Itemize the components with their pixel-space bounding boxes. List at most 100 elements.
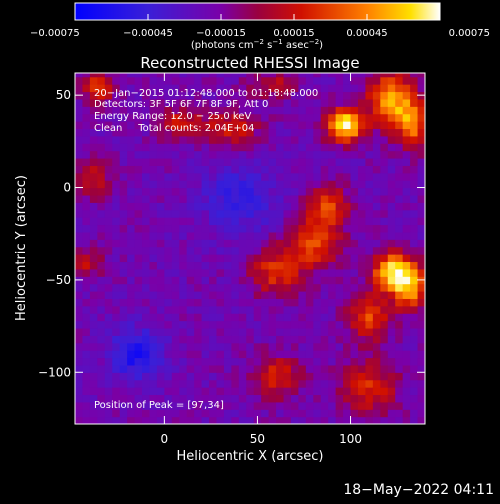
heatmap-cell (365, 320, 374, 329)
heatmap-cell (305, 372, 314, 381)
heatmap-cell (357, 327, 367, 336)
heatmap-cell (223, 157, 232, 166)
heatmap-cell (119, 261, 128, 270)
heatmap-cell (253, 128, 262, 137)
heatmap-cell (104, 320, 113, 329)
heatmap-cell (201, 194, 210, 203)
heatmap-cell (75, 239, 84, 248)
heatmap-cell (104, 372, 113, 381)
heatmap-cell (186, 202, 195, 211)
heatmap-cell (283, 76, 292, 85)
heatmap-cell (343, 276, 352, 285)
heatmap-cell (209, 84, 218, 93)
heatmap-cell (209, 327, 218, 336)
heatmap-cell (290, 180, 300, 189)
heatmap-cell (209, 387, 218, 396)
heatmap-cell (127, 416, 136, 424)
heatmap-cell (164, 379, 173, 388)
heatmap-cell (365, 150, 374, 159)
heatmap-cell (335, 357, 344, 366)
heatmap-cell (223, 73, 232, 78)
heatmap-cell (357, 180, 367, 189)
heatmap-cell (387, 202, 396, 211)
heatmap-cell (313, 121, 322, 130)
heatmap-cell (298, 76, 307, 85)
heatmap-cell (179, 379, 188, 388)
heatmap-cell (104, 91, 113, 100)
heatmap-cell (238, 91, 247, 100)
heatmap-cell (156, 298, 165, 307)
heatmap-cell (216, 320, 225, 329)
heatmap-cell (231, 401, 240, 410)
heatmap-cell (343, 290, 352, 299)
heatmap-cell (365, 342, 374, 351)
heatmap-cell (357, 283, 367, 292)
heatmap-cell (253, 224, 262, 233)
heatmap-cell (119, 239, 128, 248)
heatmap-cell (268, 364, 277, 373)
heatmap-cell (156, 246, 165, 255)
heatmap-cell (268, 254, 277, 263)
heatmap-cell (97, 342, 106, 351)
heatmap-cell (156, 283, 165, 292)
heatmap-cell (149, 372, 158, 381)
heatmap-cell (395, 268, 404, 277)
heatmap-cell (268, 73, 277, 78)
heatmap-cell (328, 357, 337, 366)
heatmap-cell (335, 283, 344, 292)
heatmap-cell (201, 290, 210, 299)
heatmap-cell (417, 84, 425, 93)
heatmap-cell (313, 143, 322, 152)
heatmap-cell (171, 121, 180, 130)
heatmap-cell (89, 379, 98, 388)
heatmap-cell (335, 298, 344, 307)
heatmap-cell (179, 357, 188, 366)
heatmap-cell (350, 172, 359, 181)
heatmap-cell (142, 357, 151, 366)
heatmap-cell (365, 416, 374, 424)
heatmap-cell (89, 350, 98, 359)
heatmap-cell (186, 187, 195, 196)
heatmap-cell (410, 76, 419, 85)
heatmap-cell (171, 98, 180, 107)
heatmap-cell (335, 254, 344, 263)
heatmap-cell (372, 327, 381, 336)
heatmap-cell (313, 246, 322, 255)
heatmap-cell (328, 194, 337, 203)
heatmap-cell (402, 121, 411, 130)
heatmap-cell (328, 113, 337, 122)
heatmap-cell (104, 313, 113, 322)
heatmap-cell (365, 327, 374, 336)
heatmap-cell (112, 91, 121, 100)
heatmap-cell (223, 342, 232, 351)
heatmap-cell (127, 121, 136, 130)
heatmap-cell (253, 401, 262, 410)
heatmap-cell (365, 121, 374, 130)
heatmap-cell (179, 165, 188, 174)
heatmap-cell (357, 276, 367, 285)
heatmap-cell (97, 202, 106, 211)
heatmap-cell (261, 261, 270, 270)
heatmap-cell (82, 91, 91, 100)
heatmap-cell (380, 143, 389, 152)
heatmap-cell (276, 387, 285, 396)
heatmap-cell (313, 313, 322, 322)
heatmap-cell (276, 305, 285, 314)
heatmap-cell (209, 187, 218, 196)
heatmap-cell (104, 73, 113, 78)
heatmap-cell (186, 372, 195, 381)
heatmap-cell (238, 106, 247, 115)
heatmap-cell (112, 387, 121, 396)
heatmap-cell (350, 239, 359, 248)
heatmap-cell (276, 172, 285, 181)
heatmap-cell (320, 342, 329, 351)
heatmap-cell (134, 394, 143, 403)
heatmap-cell (209, 350, 218, 359)
heatmap-cell (89, 135, 98, 144)
heatmap-cell (305, 246, 314, 255)
heatmap-cell (328, 379, 337, 388)
heatmap-cell (283, 187, 292, 196)
heatmap-cell (149, 379, 158, 388)
heatmap-cell (253, 305, 262, 314)
heatmap-cell (89, 187, 98, 196)
